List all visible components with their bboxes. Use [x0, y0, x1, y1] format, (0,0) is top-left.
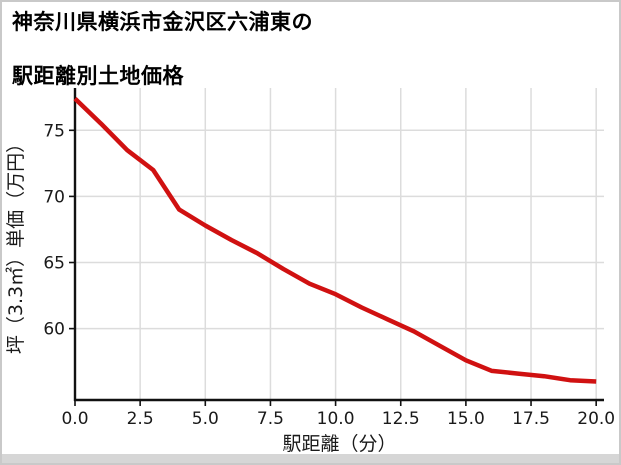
x-tick-label: 0.0	[61, 409, 88, 429]
y-tick-label: 65	[43, 254, 65, 274]
tick-labels: 0.0 2.5 5.0 7.5 10.0 12.5 15.0 17.5 20.0 75 70 65 60	[43, 121, 615, 429]
x-tick-label: 5.0	[192, 409, 219, 429]
price-line	[73, 96, 597, 384]
x-tick-label: 2.5	[127, 409, 154, 429]
gridlines	[75, 88, 604, 400]
y-tick-label: 70	[43, 187, 65, 207]
x-axis-label: 駅距離（分）	[282, 433, 396, 455]
y-tick-label: 75	[43, 121, 65, 141]
y-axis-label: 坪（3.3㎡）単価（万円）	[4, 134, 27, 354]
chart-title: 神奈川県横浜市金沢区六浦東の 駅距離別土地価格	[12, 9, 313, 90]
x-tick-label: 15.0	[447, 409, 485, 429]
axes-spines	[73, 88, 604, 402]
bottom-border-strip	[2, 454, 619, 463]
price-line-series	[73, 96, 597, 384]
chart-title-line2: 駅距離別土地価格	[12, 64, 184, 88]
x-tick-label: 12.5	[382, 409, 420, 429]
x-tick-label: 10.0	[317, 409, 355, 429]
x-tick-label: 20.0	[577, 409, 615, 429]
tick-marks	[69, 129, 597, 406]
x-tick-label: 17.5	[512, 409, 550, 429]
chart-title-line1: 神奈川県横浜市金沢区六浦東の	[12, 10, 313, 34]
x-tick-label: 7.5	[257, 409, 284, 429]
y-tick-label: 60	[43, 320, 65, 340]
